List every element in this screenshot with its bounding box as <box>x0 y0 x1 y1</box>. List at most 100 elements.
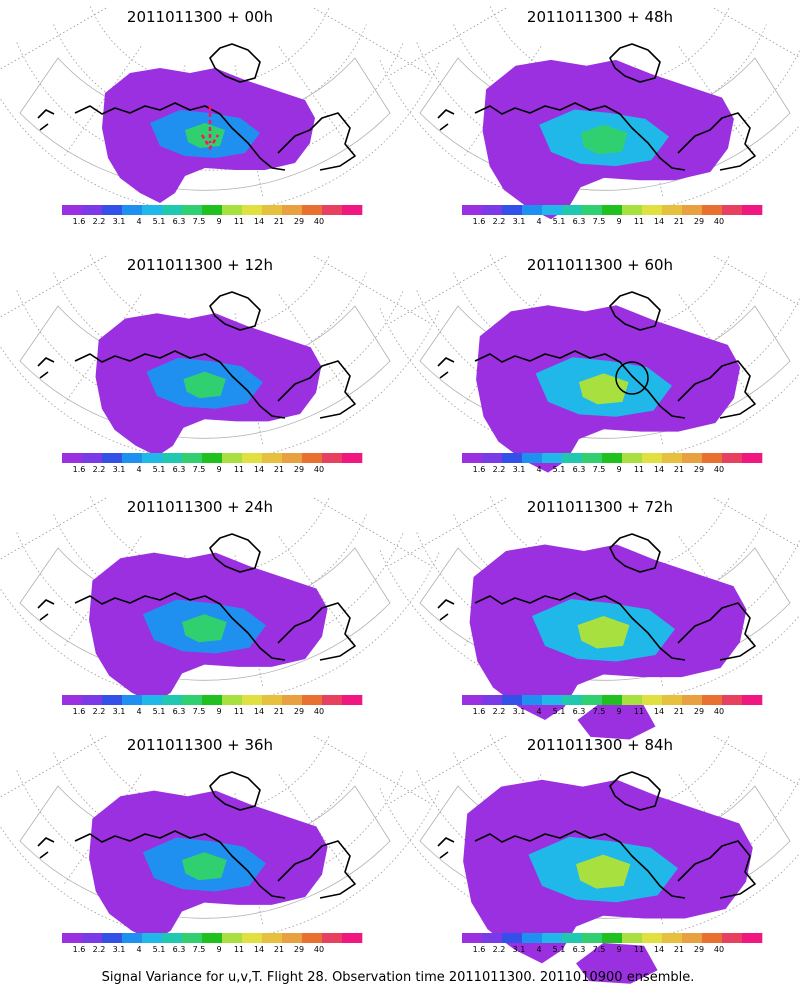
colorbar-label: 29 <box>694 945 704 954</box>
colorbar-label: 11 <box>234 945 244 954</box>
colorbar-swatch <box>82 453 103 463</box>
colorbar-swatch <box>342 933 363 943</box>
colorbar-swatch <box>162 695 183 705</box>
map-panel: 2011011300 + 84h 1.6 2.2 3.1 4 5.1 6.3 7.5 9 11 14… <box>379 734 800 984</box>
colorbar-label: 5.1 <box>553 465 566 474</box>
latitude-line <box>379 550 800 703</box>
latitude-line <box>0 550 441 703</box>
colorbar: 1.6 2.2 3.1 4 5.1 6.3 7.5 9 11 14 21 29 40 <box>62 933 363 954</box>
colorbar-swatch <box>462 933 483 943</box>
coastline <box>37 357 55 379</box>
colorbar-label: 4 <box>536 707 541 716</box>
colorbar-swatch <box>642 205 663 215</box>
panel-title: 2011011300 + 60h <box>527 256 673 274</box>
colorbar-label: 9 <box>216 707 221 716</box>
colorbar-swatch <box>462 695 483 705</box>
longitude-line <box>463 46 542 158</box>
coastline <box>209 533 261 573</box>
colorbar-swatch <box>502 453 523 463</box>
colorbar-label: 11 <box>634 465 644 474</box>
colorbar-swatch <box>182 205 203 215</box>
colorbar-swatch <box>342 205 363 215</box>
variance-field <box>102 68 315 203</box>
colorbar-swatch <box>122 453 143 463</box>
colorbar-label: 4 <box>136 707 141 716</box>
longitude-line <box>388 255 507 324</box>
latitude-line <box>490 496 730 576</box>
figure-caption: Signal Variance for u,v,T. Flight 28. Ob… <box>102 970 695 985</box>
colorbar-swatch <box>202 933 223 943</box>
colorbar-label: 21 <box>674 945 684 954</box>
colorbar-label: 21 <box>674 465 684 474</box>
colorbar-swatch <box>602 453 623 463</box>
coastline <box>609 291 661 331</box>
colorbar-swatch <box>562 695 583 705</box>
longitude-line <box>278 536 357 648</box>
colorbar-label: 40 <box>714 945 724 954</box>
colorbar-label: 1.6 <box>473 217 486 226</box>
colorbar-swatch <box>522 205 543 215</box>
colorbar-swatch <box>262 695 283 705</box>
coastline <box>277 112 356 171</box>
variance-contour-low <box>577 700 656 740</box>
colorbar-swatch <box>142 933 163 943</box>
colorbar-label: 40 <box>314 707 324 716</box>
longitude-line <box>0 735 107 798</box>
colorbar-label: 5.1 <box>153 465 166 474</box>
colorbar-label: 3.1 <box>113 945 126 954</box>
coastline <box>609 43 661 83</box>
map-panel: 2011011300 + 12h 1.6 2.2 3.1 4 5.1 6.3 7.5 9 11 14… <box>0 254 441 474</box>
coastline <box>437 109 455 131</box>
colorbar-label: 5.1 <box>553 707 566 716</box>
map-panel: 2011011300 + 36h 1.6 2.2 3.1 4 5.1 6.3 7.5 9 11 14… <box>0 734 441 954</box>
latitude-line <box>379 308 800 461</box>
latitude-line <box>90 254 330 334</box>
colorbar-label: 2.2 <box>493 465 506 474</box>
polar-map <box>379 254 800 473</box>
colorbar-label: 29 <box>694 217 704 226</box>
longitude-line <box>388 497 507 566</box>
colorbar-label: 7.5 <box>593 465 606 474</box>
colorbar-label: 9 <box>616 465 621 474</box>
colorbar-swatch <box>302 453 323 463</box>
polar-map <box>379 6 800 220</box>
colorbar: 1.6 2.2 3.1 4 5.1 6.3 7.5 9 11 14 21 29 40 <box>62 453 363 474</box>
colorbar-swatch <box>322 453 343 463</box>
colorbar-swatch <box>222 695 243 705</box>
colorbar-label: 1.6 <box>473 945 486 954</box>
longitude-line <box>63 536 142 648</box>
colorbar-swatch <box>182 695 203 705</box>
variance-field <box>89 790 328 942</box>
colorbar-label: 1.6 <box>73 707 86 716</box>
colorbar-swatch <box>162 933 183 943</box>
colorbar-swatch <box>742 695 763 705</box>
colorbar-swatch <box>242 453 263 463</box>
polar-map <box>0 254 441 461</box>
colorbar-swatch <box>502 933 523 943</box>
coastline <box>677 360 756 419</box>
coastline <box>37 837 55 859</box>
coastline <box>677 112 756 171</box>
coastline <box>37 109 55 131</box>
colorbar-label: 6.3 <box>573 465 586 474</box>
colorbar-label: 40 <box>714 465 724 474</box>
colorbar-label: 21 <box>274 465 284 474</box>
colorbar-swatch <box>502 695 523 705</box>
colorbar-label: 7.5 <box>193 945 206 954</box>
colorbar-swatch <box>702 933 723 943</box>
colorbar-label: 3.1 <box>113 217 126 226</box>
polar-map <box>0 6 441 213</box>
colorbar-swatch <box>322 933 343 943</box>
colorbar-swatch <box>662 205 683 215</box>
colorbar-label: 5.1 <box>153 217 166 226</box>
colorbar-swatch <box>642 453 663 463</box>
colorbar-swatch <box>82 933 103 943</box>
colorbar-label: 3.1 <box>513 707 526 716</box>
map-panel: 2011011300 + 00h 1.6 2.2 3.1 4 5.1 6.3 7.5 9 11 14… <box>0 6 441 226</box>
colorbar-label: 2.2 <box>93 465 106 474</box>
colorbar-swatch <box>262 205 283 215</box>
colorbar-swatch <box>82 205 103 215</box>
variance-field <box>482 59 734 220</box>
coastline <box>609 771 661 811</box>
colorbar-label: 2.2 <box>93 945 106 954</box>
